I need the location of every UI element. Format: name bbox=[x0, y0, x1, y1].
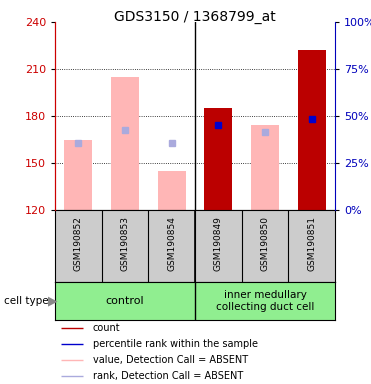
Bar bbox=[111, 77, 139, 210]
Text: GDS3150 / 1368799_at: GDS3150 / 1368799_at bbox=[114, 10, 276, 23]
Bar bbox=[204, 108, 232, 210]
Text: count: count bbox=[93, 323, 121, 333]
Text: rank, Detection Call = ABSENT: rank, Detection Call = ABSENT bbox=[93, 371, 243, 381]
Text: GSM190851: GSM190851 bbox=[307, 216, 316, 271]
Text: GSM190850: GSM190850 bbox=[260, 216, 269, 271]
Bar bbox=[64, 139, 92, 210]
Text: GSM190849: GSM190849 bbox=[214, 216, 223, 271]
Text: value, Detection Call = ABSENT: value, Detection Call = ABSENT bbox=[93, 355, 248, 365]
Bar bbox=[251, 126, 279, 210]
Text: GSM190854: GSM190854 bbox=[167, 216, 176, 271]
Text: GSM190853: GSM190853 bbox=[121, 216, 129, 271]
Text: control: control bbox=[106, 296, 144, 306]
Bar bbox=[298, 124, 326, 210]
Bar bbox=[158, 171, 186, 210]
Text: cell type: cell type bbox=[4, 296, 52, 306]
Text: percentile rank within the sample: percentile rank within the sample bbox=[93, 339, 258, 349]
Bar bbox=[61, 359, 83, 361]
Text: GSM190852: GSM190852 bbox=[74, 216, 83, 271]
Text: ▶: ▶ bbox=[48, 295, 58, 308]
Bar bbox=[204, 108, 232, 210]
Text: inner medullary
collecting duct cell: inner medullary collecting duct cell bbox=[216, 290, 314, 312]
Bar bbox=[298, 50, 326, 210]
